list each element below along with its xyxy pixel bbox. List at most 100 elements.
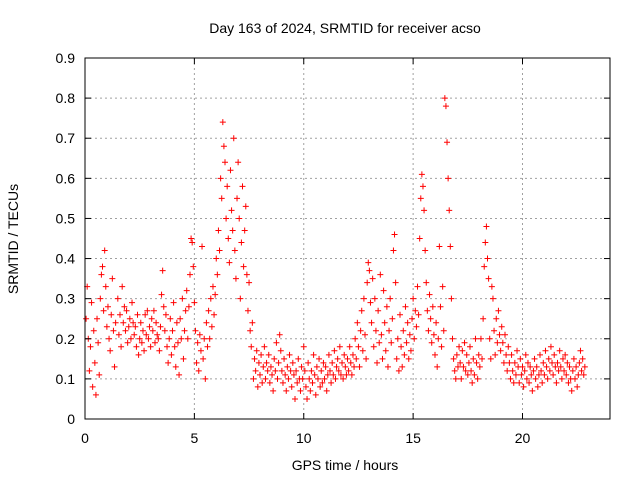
data-point bbox=[178, 335, 185, 342]
data-point bbox=[317, 383, 324, 390]
data-point bbox=[191, 299, 198, 306]
data-point bbox=[194, 339, 201, 346]
data-point bbox=[238, 239, 245, 246]
data-point bbox=[371, 295, 378, 302]
data-point bbox=[228, 207, 235, 214]
data-point bbox=[531, 355, 538, 362]
data-point bbox=[409, 315, 416, 322]
data-point bbox=[293, 367, 300, 374]
y-tick-label: 0.5 bbox=[56, 210, 76, 226]
data-point bbox=[156, 347, 163, 354]
data-point bbox=[537, 351, 543, 358]
data-point bbox=[333, 363, 340, 370]
data-point bbox=[398, 343, 405, 350]
data-point bbox=[517, 355, 524, 362]
data-point bbox=[239, 183, 246, 190]
data-point bbox=[199, 243, 206, 250]
data-point bbox=[177, 315, 184, 322]
x-tick-label: 15 bbox=[405, 430, 421, 446]
data-point bbox=[276, 331, 283, 338]
data-point bbox=[354, 319, 361, 326]
data-point bbox=[454, 363, 461, 370]
data-point bbox=[135, 351, 142, 358]
data-point bbox=[572, 375, 578, 382]
data-point bbox=[126, 315, 133, 322]
data-point bbox=[578, 367, 585, 374]
data-point bbox=[485, 275, 492, 282]
data-point bbox=[264, 367, 271, 374]
data-point bbox=[369, 275, 376, 282]
data-point bbox=[476, 363, 483, 370]
data-point bbox=[558, 375, 565, 382]
data-point bbox=[356, 363, 363, 370]
data-point bbox=[579, 355, 586, 362]
data-point bbox=[112, 319, 119, 326]
data-point bbox=[462, 367, 469, 374]
data-point bbox=[124, 339, 131, 346]
data-point bbox=[376, 339, 383, 346]
data-point bbox=[200, 355, 207, 362]
data-point bbox=[193, 359, 200, 366]
data-point bbox=[196, 331, 203, 338]
data-point bbox=[278, 367, 285, 374]
data-point bbox=[232, 275, 239, 282]
data-point bbox=[452, 375, 459, 382]
data-point bbox=[134, 311, 141, 318]
data-point bbox=[287, 367, 294, 374]
data-point bbox=[394, 335, 401, 342]
data-point bbox=[96, 371, 103, 378]
data-point bbox=[359, 347, 366, 354]
data-point bbox=[576, 359, 583, 366]
data-point bbox=[260, 363, 267, 370]
data-point bbox=[479, 355, 486, 362]
data-point bbox=[384, 363, 391, 370]
data-point bbox=[500, 359, 507, 366]
data-point bbox=[314, 375, 321, 382]
data-point bbox=[399, 363, 406, 370]
data-point bbox=[252, 367, 259, 374]
data-point bbox=[173, 319, 180, 326]
data-point bbox=[302, 383, 309, 390]
data-point bbox=[358, 307, 365, 314]
data-point bbox=[456, 343, 463, 350]
data-point bbox=[115, 331, 122, 338]
data-point bbox=[541, 371, 548, 378]
x-tick-label: 0 bbox=[81, 430, 89, 446]
data-point bbox=[114, 295, 121, 302]
data-point bbox=[286, 351, 293, 358]
data-point bbox=[120, 319, 127, 326]
data-point bbox=[329, 359, 336, 366]
data-point bbox=[243, 271, 250, 278]
data-point bbox=[289, 359, 296, 366]
data-point bbox=[157, 323, 164, 330]
data-point bbox=[262, 375, 269, 382]
data-point bbox=[123, 307, 130, 314]
data-point bbox=[148, 315, 155, 322]
data-point bbox=[341, 351, 348, 358]
data-point bbox=[304, 395, 311, 402]
data-point bbox=[340, 375, 347, 382]
data-point bbox=[374, 359, 381, 366]
data-point bbox=[242, 203, 249, 210]
data-point bbox=[461, 339, 468, 346]
data-point bbox=[172, 363, 179, 370]
data-point bbox=[282, 371, 289, 378]
data-point bbox=[169, 327, 176, 334]
data-point bbox=[130, 319, 137, 326]
data-point bbox=[95, 339, 102, 346]
data-point bbox=[375, 307, 382, 314]
data-point bbox=[127, 335, 134, 342]
data-point bbox=[107, 347, 114, 354]
data-point bbox=[162, 311, 169, 318]
data-point bbox=[253, 347, 260, 354]
data-point bbox=[468, 367, 475, 374]
data-point bbox=[244, 307, 251, 314]
data-point bbox=[511, 359, 518, 366]
data-point bbox=[446, 207, 453, 214]
data-point bbox=[529, 387, 536, 394]
data-point bbox=[109, 275, 116, 282]
data-point bbox=[321, 375, 328, 382]
data-point bbox=[241, 227, 248, 234]
data-point bbox=[439, 283, 446, 290]
data-point bbox=[477, 335, 484, 342]
